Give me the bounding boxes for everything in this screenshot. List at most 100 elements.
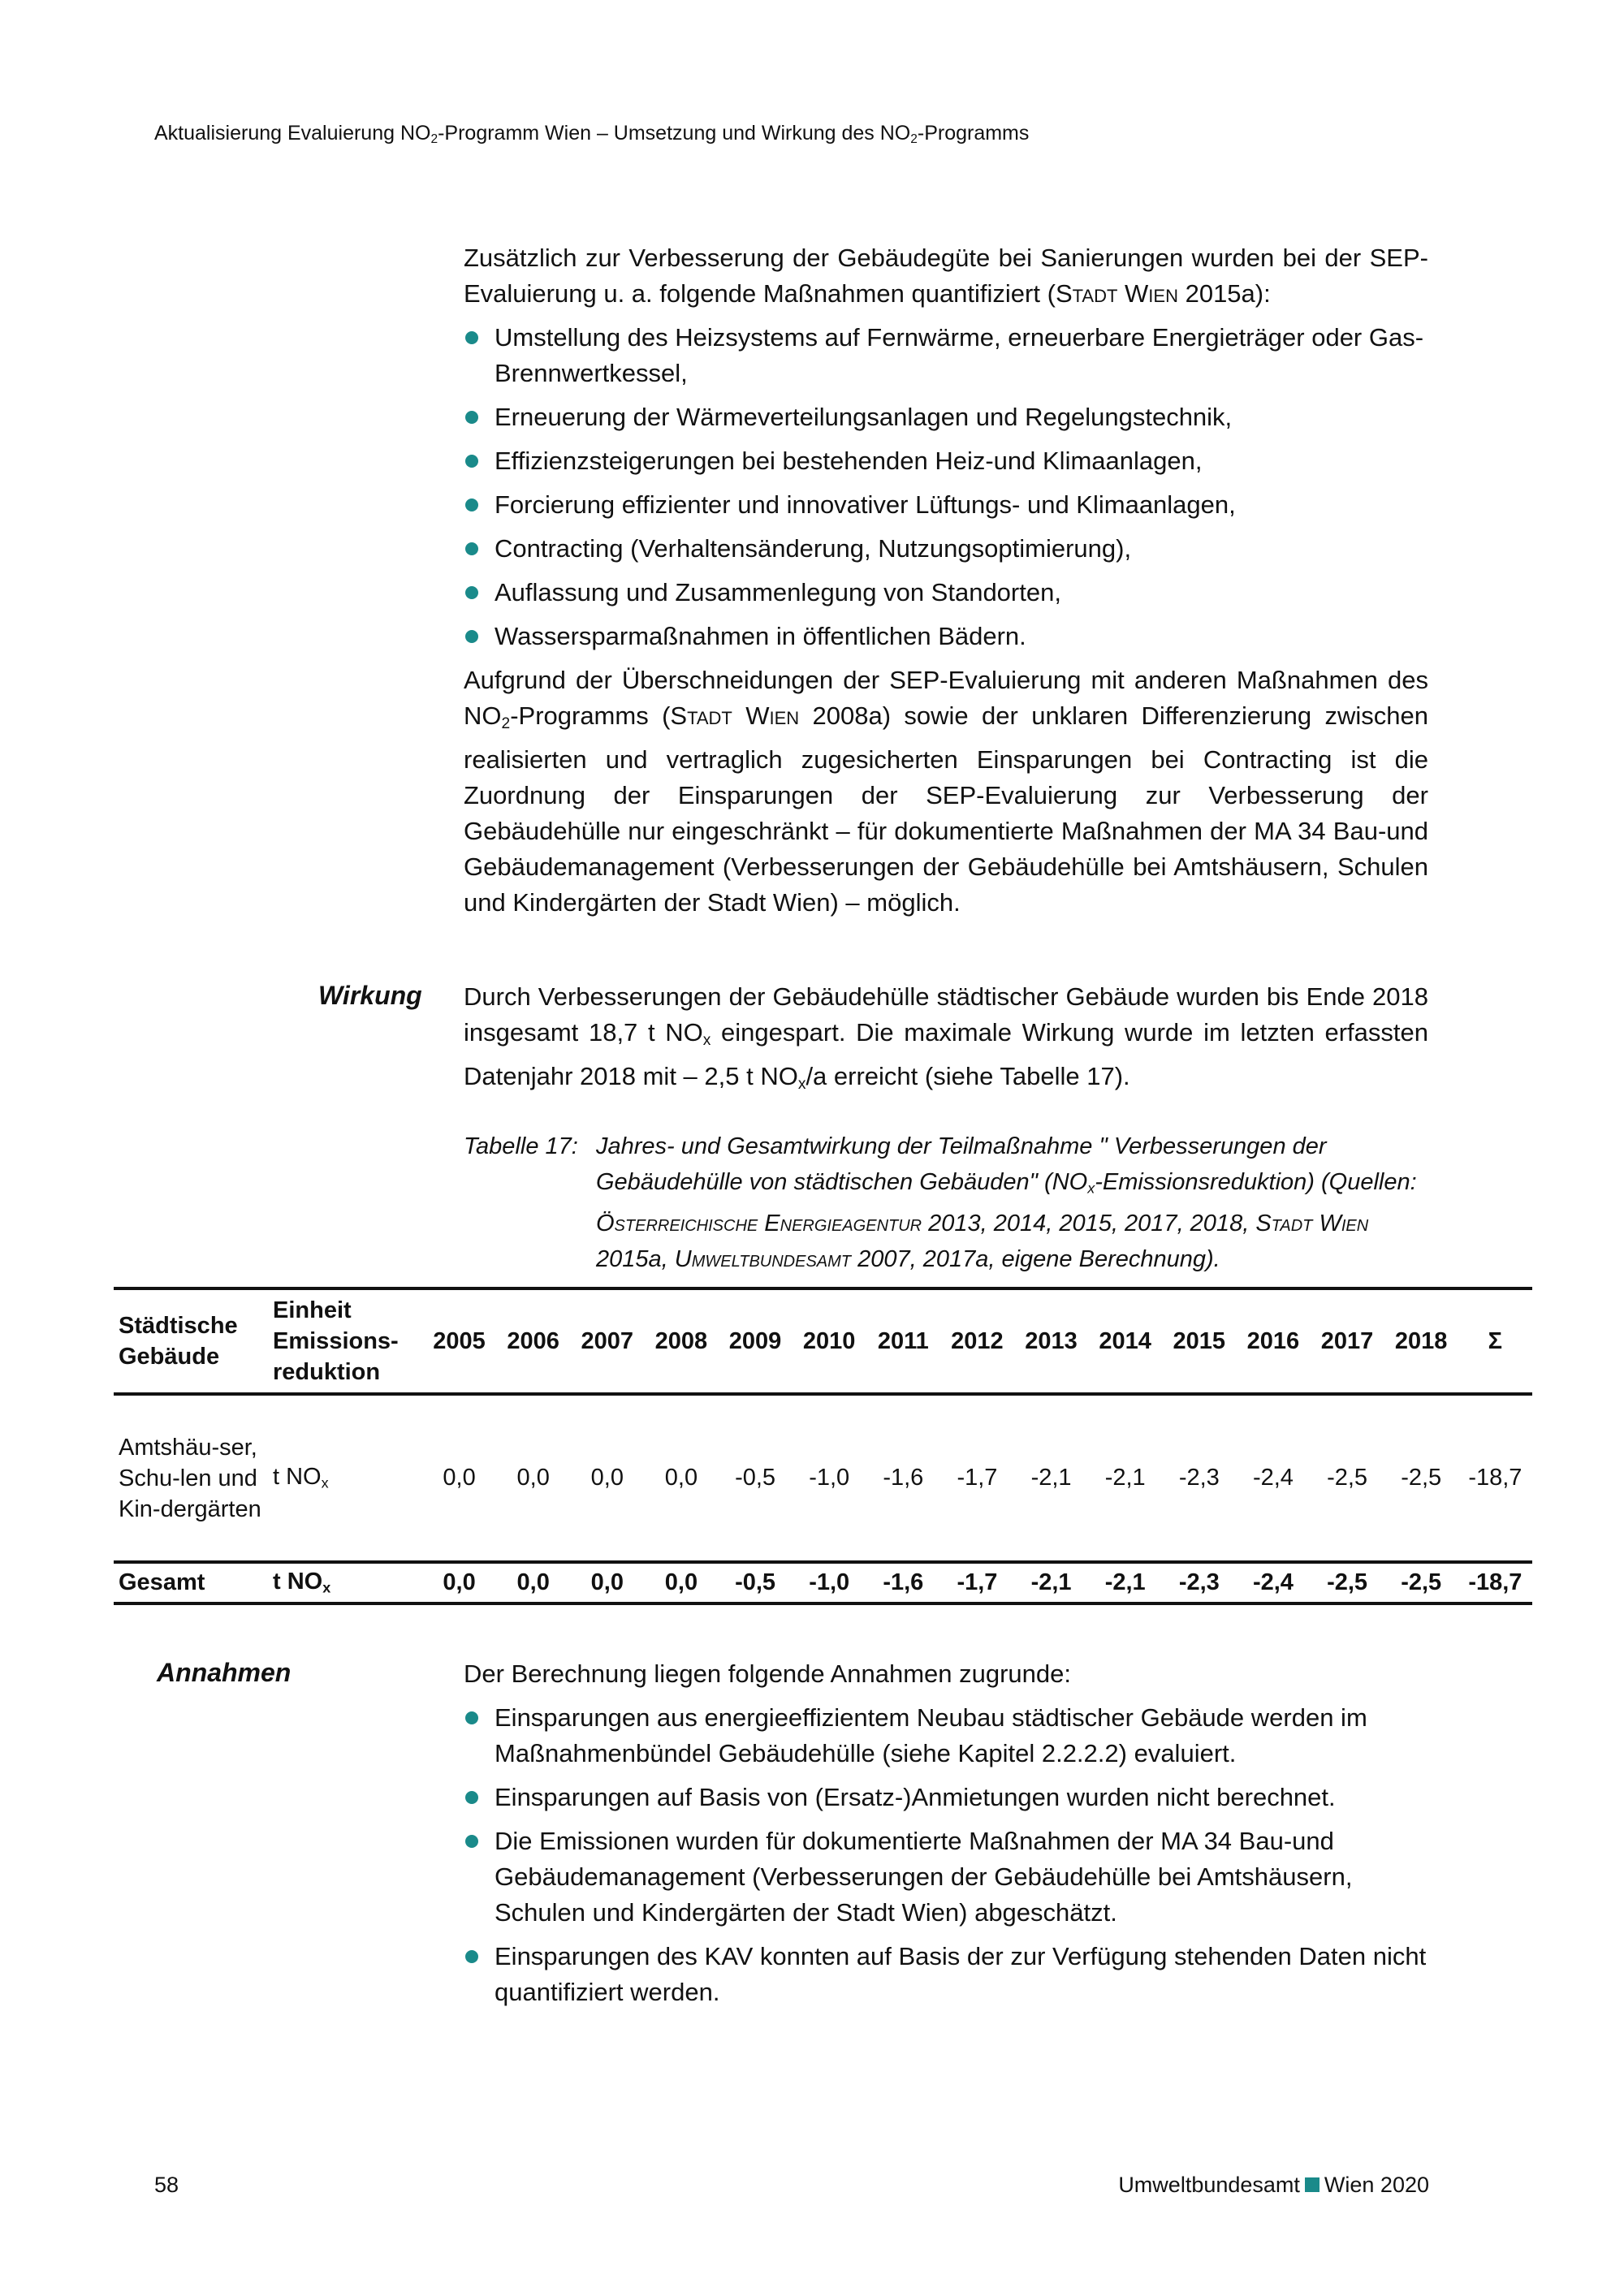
citation-author: Österreichische Energieagentur: [596, 1211, 922, 1237]
value-cell: -2,5: [1401, 1569, 1442, 1595]
bullet-icon: [465, 455, 478, 468]
value-cell: -1,0: [809, 1569, 850, 1595]
year-header: 2010: [802, 1327, 856, 1354]
caption-text: Jahres- und Gesamtwirkung der Teilmaßnah…: [596, 1129, 1438, 1277]
list-item: Einsparungen auf Basis von (Ersatz-)Anmi…: [464, 1780, 1428, 1815]
year-header: 2011: [877, 1327, 929, 1354]
table-header-row: Städtische Gebäude Einheit Emissions-redu…: [114, 1288, 1532, 1394]
row-unit: t NOx: [268, 1394, 422, 1562]
text-segment: Aktualisierung Evaluierung NO: [154, 122, 431, 145]
year-header: 2008: [654, 1327, 708, 1354]
text-segment: Jahres- und Gesamtwirkung der Teilmaßnah…: [596, 1133, 1327, 1195]
overlap-paragraph: Aufgrund der Überschneidungen der SEP-Ev…: [464, 662, 1428, 921]
list-item: Einsparungen des KAV konnten auf Basis d…: [464, 1939, 1428, 2010]
unit-subscript: x: [321, 1474, 329, 1491]
value-cell: -2,5: [1327, 1569, 1368, 1595]
value-cell: -2,1: [1104, 1465, 1146, 1491]
list-item-text: Wassersparmaßnahmen in öffentlichen Bäde…: [495, 622, 1026, 650]
text-segment: Umstellung des Heizsystems auf Fernwärme…: [495, 323, 1424, 387]
value-cell: 0,0: [443, 1569, 476, 1595]
wirkung-section: Durch Verbesserungen der Gebäudehülle st…: [464, 979, 1428, 1111]
citation-author: Umweltbundesamt: [674, 1246, 852, 1273]
bullet-icon: [465, 1791, 478, 1804]
place-year: Wien 2020: [1324, 2173, 1429, 2197]
list-item-text: Die Emissionen wurden für dokumentierte …: [495, 1827, 1352, 1927]
header-unit-label: Einheit: [273, 1297, 352, 1323]
unit-text: t NO: [273, 1464, 322, 1491]
total-unit: t NOx: [268, 1562, 422, 1603]
value-cell: 0,0: [664, 1465, 698, 1491]
text-segment: Die Emissionen wurden für dokumentierte …: [495, 1827, 1353, 1927]
value-cell: -0,5: [735, 1465, 776, 1491]
text-segment: Der Berechnung liegen folgende Annahmen …: [464, 1659, 1071, 1688]
value-cell: -1,6: [883, 1569, 924, 1595]
text-segment: Durch Verbesserungen der Gebäudehülle st…: [464, 982, 1428, 1047]
bullet-icon: [465, 630, 478, 643]
footer-publisher: Umweltbundesamt Wien 2020: [1118, 2173, 1429, 2198]
list-item-text: Einsparungen aus energieeffizientem Neub…: [495, 1703, 1367, 1767]
unit-subscript: x: [322, 1579, 331, 1596]
bullet-icon: [465, 411, 478, 424]
value-cell: -2,4: [1252, 1465, 1294, 1491]
list-item: Einsparungen aus energieeffizientem Neub…: [464, 1700, 1428, 1772]
value-cell: -18,7: [1468, 1465, 1522, 1491]
value-cell: 0,0: [443, 1465, 476, 1491]
value-cell: -1,0: [809, 1465, 850, 1491]
subscript: 2: [430, 132, 438, 146]
value-cell: 0,0: [590, 1465, 624, 1491]
caption-label: Tabelle 17:: [464, 1133, 578, 1159]
bullet-icon: [465, 586, 478, 599]
square-bullet-icon: [1304, 2177, 1320, 2192]
header-buildings: Städtische Gebäude: [119, 1313, 238, 1370]
header-emission-label: Emissions-reduktion: [273, 1328, 399, 1385]
year-header: Σ: [1488, 1327, 1503, 1354]
value-cell: -2,5: [1401, 1465, 1442, 1491]
citation-author: Stadt Wien: [670, 701, 800, 730]
wirkung-paragraph: Durch Verbesserungen der Gebäudehülle st…: [464, 979, 1428, 1103]
value-cell: 0,0: [590, 1569, 624, 1595]
list-item: Umstellung des Heizsystems auf Fernwärme…: [464, 320, 1428, 391]
table-total-row: Gesamt t NOx 0,0 0,0 0,0 0,0 -0,5 -1,0 -1,6 -1,…: [114, 1562, 1532, 1603]
text-segment: 2015a,: [596, 1246, 675, 1273]
unit-text: t NO: [273, 1569, 323, 1595]
bullet-icon: [465, 1950, 478, 1963]
value-cell: -1,6: [883, 1465, 924, 1491]
year-header: 2016: [1246, 1327, 1300, 1354]
publisher-name: Umweltbundesamt: [1118, 2173, 1300, 2197]
year-header: 2015: [1173, 1327, 1226, 1354]
list-item: Forcierung effizienter und innovativer L…: [464, 487, 1428, 523]
list-item-text: Erneuerung der Wärmeverteilungsanlagen u…: [495, 403, 1232, 431]
wirkung-label: Wirkung: [318, 981, 422, 1010]
bullet-icon: [465, 498, 478, 511]
total-label: Gesamt: [119, 1569, 205, 1595]
subscript: x: [702, 1031, 711, 1049]
annahmen-section: Der Berechnung liegen folgende Annahmen …: [464, 1656, 1428, 2018]
list-item-text: Contracting (Verhaltensänderung, Nutzung…: [495, 534, 1131, 563]
value-cell: -2,1: [1030, 1465, 1072, 1491]
text-segment: Wassersparmaßnahmen in öffentlichen Bäde…: [495, 622, 1026, 650]
bullet-icon: [465, 1835, 478, 1848]
subscript: 2: [501, 714, 511, 732]
value-cell: -1,7: [957, 1465, 998, 1491]
year-header: 2012: [951, 1327, 1004, 1354]
text-segment: /a erreicht (siehe Tabelle 17).: [806, 1061, 1130, 1090]
text-segment: Einsparungen auf Basis von (Ersatz-)Anmi…: [495, 1783, 1336, 1811]
bullet-icon: [465, 542, 478, 555]
bullet-icon: [465, 1711, 478, 1724]
list-item: Die Emissionen wurden für dokumentierte …: [464, 1823, 1428, 1931]
bullet-icon: [465, 331, 478, 344]
value-cell: -2,3: [1178, 1465, 1220, 1491]
year-header: 2007: [581, 1327, 634, 1354]
list-item-text: Forcierung effizienter und innovativer L…: [495, 490, 1236, 519]
intro-paragraph: Zusätzlich zur Verbesserung der Gebäudeg…: [464, 240, 1428, 312]
row-label: Amtshäu-ser, Schu-len und Kin-dergärten: [119, 1434, 261, 1522]
list-item-text: Einsparungen auf Basis von (Ersatz-)Anmi…: [495, 1783, 1336, 1811]
measures-list: Umstellung des Heizsystems auf Fernwärme…: [464, 320, 1428, 654]
list-item-text: Einsparungen des KAV konnten auf Basis d…: [495, 1942, 1426, 2006]
citation-author: Stadt Wien: [1055, 279, 1178, 308]
text-segment: Einsparungen des KAV konnten auf Basis d…: [495, 1942, 1427, 2006]
list-item-text: Effizienzsteigerungen bei bestehenden He…: [495, 447, 1202, 475]
assumptions-list: Einsparungen aus energieeffizientem Neub…: [464, 1700, 1428, 2010]
year-header: 2013: [1025, 1327, 1078, 1354]
text-segment: Forcierung effizienter und innovativer L…: [495, 490, 1236, 519]
